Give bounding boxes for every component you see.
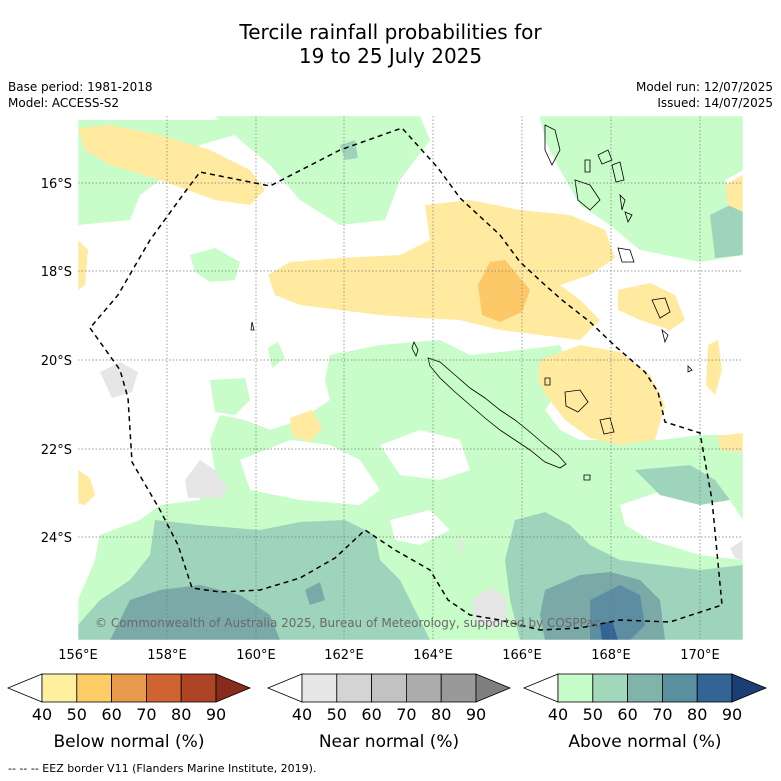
colorbar-tick-label: 70 xyxy=(136,705,156,724)
colorbar-title: Above normal (%) xyxy=(568,732,721,752)
colorbar-segment xyxy=(41,673,78,703)
issued-date: Issued: 14/07/2025 xyxy=(657,96,773,110)
lat-label: 16°S xyxy=(41,177,72,192)
colorbar-title: Near normal (%) xyxy=(319,732,459,752)
lon-label: 164°E xyxy=(413,648,453,663)
colorbar-segment xyxy=(301,673,338,703)
model-name: Model: ACCESS-S2 xyxy=(8,96,120,110)
lon-label: 166°E xyxy=(502,648,542,663)
lon-label: 158°E xyxy=(147,648,187,663)
map-title-line2: 19 to 25 July 2025 xyxy=(298,44,483,68)
lon-label: 168°E xyxy=(591,648,631,663)
lat-label: 24°S xyxy=(41,531,72,546)
lat-label: 18°S xyxy=(41,265,72,280)
coastlines xyxy=(250,124,693,481)
colorbar-tick-label: 90 xyxy=(466,705,486,724)
lon-label: 162°E xyxy=(324,648,364,663)
colorbar-min-arrow xyxy=(522,673,559,703)
colorbar-max-arrow xyxy=(731,673,768,703)
colorbar-segment xyxy=(180,673,217,703)
colorbar-segment xyxy=(696,673,733,703)
lat-label: 22°S xyxy=(41,443,72,458)
colorbar-tick-label: 60 xyxy=(101,705,121,724)
colorbar-tick-label: 70 xyxy=(396,705,416,724)
colorbar-segment xyxy=(440,673,477,703)
colorbar-tick-label: 50 xyxy=(327,705,347,724)
colorbar-1: 40 50 60 70 80 90 Near normal (%) xyxy=(266,673,512,752)
colorbar-max-arrow xyxy=(475,673,512,703)
colorbar-tick-label: 70 xyxy=(652,705,672,724)
colorbar-segment xyxy=(405,673,442,703)
base-period: Base period: 1981-2018 xyxy=(8,80,153,94)
colorbar-segment xyxy=(336,673,372,703)
lon-label: 170°E xyxy=(680,648,720,663)
eez-footer: -- -- -- EEZ border V11 (Flanders Marine… xyxy=(8,762,317,775)
probability-fields xyxy=(78,116,743,640)
colorbar-tick-label: 90 xyxy=(722,705,742,724)
lon-label: 156°E xyxy=(58,648,98,663)
colorbar-segment xyxy=(557,673,594,703)
colorbar-tick-label: 40 xyxy=(32,705,52,724)
colorbar-segment xyxy=(76,673,113,703)
colorbar-max-arrow xyxy=(215,673,252,703)
eez-border xyxy=(89,127,723,631)
colorbar-tick-label: 60 xyxy=(361,705,381,724)
colorbar-tick-label: 40 xyxy=(292,705,312,724)
colorbar-tick-label: 80 xyxy=(431,705,451,724)
colorbar-min-arrow xyxy=(6,673,43,703)
colorbar-segment xyxy=(662,673,698,703)
meta-right: Model run: 12/07/2025 Issued: 14/07/2025 xyxy=(636,79,773,111)
axis-labels: 16°S 18°S 20°S 22°S 24°S 156°E 158°E 160… xyxy=(41,177,720,663)
colorbar-tick-label: 50 xyxy=(67,705,87,724)
colorbar-tick-label: 80 xyxy=(687,705,707,724)
colorbar-tick-label: 50 xyxy=(583,705,603,724)
colorbar-segment xyxy=(592,673,628,703)
lon-label: 160°E xyxy=(236,648,276,663)
colorbar-tick-label: 60 xyxy=(617,705,637,724)
colorbar-tick-label: 90 xyxy=(206,705,226,724)
lat-label: 20°S xyxy=(41,354,72,369)
model-run: Model run: 12/07/2025 xyxy=(635,80,773,94)
colorbar-segment xyxy=(145,673,182,703)
meta-left: Base period: 1981-2018 Model: ACCESS-S2 xyxy=(8,79,153,111)
colorbar-min-arrow xyxy=(266,673,303,703)
colorbar-segment xyxy=(371,673,407,703)
map-title-line1: Tercile rainfall probabilities for xyxy=(239,20,542,44)
colorbar-tick-label: 40 xyxy=(548,705,568,724)
colorbar-title: Below normal (%) xyxy=(54,732,205,752)
colorbar-tick-label: 80 xyxy=(171,705,191,724)
copyright-text: © Commonwealth of Australia 2025, Bureau… xyxy=(95,616,600,630)
colorbar-segment xyxy=(627,673,663,703)
colorbar-segment xyxy=(111,673,147,703)
